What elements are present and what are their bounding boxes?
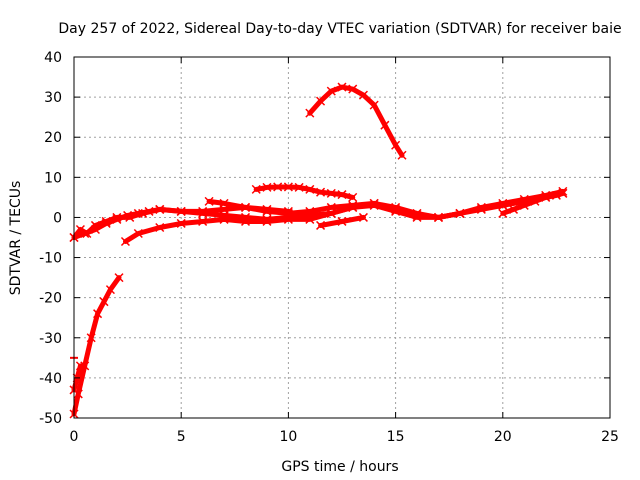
data-point: [337, 82, 347, 92]
data-point: [316, 220, 326, 230]
data-point: [391, 202, 401, 212]
data-point: [204, 196, 214, 206]
data-point: [262, 182, 272, 192]
y-tick-label: 40: [44, 50, 62, 66]
y-tick-label: -10: [39, 251, 62, 267]
data-point: [455, 208, 465, 218]
plot-border: [73, 56, 611, 419]
data-point: [391, 140, 401, 150]
y-tick-label: 0: [53, 210, 62, 226]
data-point: [348, 192, 358, 202]
data-point: [305, 206, 315, 216]
data-point: [219, 198, 229, 208]
data-series: [69, 82, 568, 419]
x-tick-label: 0: [70, 429, 79, 445]
y-tick-label: 30: [44, 90, 62, 106]
x-tick-label: 5: [177, 429, 186, 445]
data-point: [433, 212, 444, 222]
x-axis-title: GPS time / hours: [281, 459, 398, 475]
chart-title: Day 257 of 2022, Sidereal Day-to-day VTE…: [58, 21, 621, 37]
y-tick-label: 10: [44, 170, 62, 186]
data-point: [337, 190, 347, 200]
data-point: [120, 236, 130, 247]
data-point: [123, 210, 133, 220]
data-point: [114, 273, 124, 283]
data-point: [530, 196, 540, 206]
data-point: [90, 224, 100, 235]
data-point: [240, 202, 251, 212]
data-point: [262, 206, 272, 216]
data-point: [541, 192, 551, 202]
data-point: [133, 228, 143, 239]
data-point: [198, 206, 208, 216]
data-point: [80, 228, 90, 239]
data-point: [262, 216, 272, 226]
data-point: [101, 218, 111, 228]
data-point: [105, 285, 115, 295]
data-point: [508, 204, 519, 214]
data-point: [294, 182, 304, 192]
axes: 0 5 10 15 20 25 -50 -40 -30 -20 -10 0 10 20 30 40: [39, 50, 619, 445]
y-tick-label: -30: [39, 331, 62, 347]
data-point: [558, 188, 568, 198]
data-point: [112, 214, 122, 224]
data-point: [99, 297, 109, 307]
data-point: [144, 206, 154, 216]
data-point: [326, 202, 336, 212]
data-point: [305, 184, 315, 194]
data-point: [326, 188, 336, 198]
series-track-c: [123, 190, 566, 244]
data-point: [283, 208, 293, 218]
series-track-e: [253, 184, 356, 200]
data-point: [155, 204, 165, 214]
data-point: [326, 86, 336, 96]
y-tick-label: 20: [44, 130, 62, 146]
data-point: [380, 120, 390, 130]
data-point: [176, 206, 186, 216]
data-point: [219, 214, 229, 224]
data-point: [283, 182, 293, 192]
data-point: [348, 84, 358, 94]
data-point: [305, 214, 315, 224]
data-point: [519, 200, 529, 210]
series-track-f: [307, 84, 405, 158]
data-point: [348, 200, 358, 210]
data-point: [358, 212, 368, 222]
y-axis-title: SDTVAR / TECUs: [8, 181, 24, 296]
y-tick-label: -20: [39, 291, 62, 307]
data-point: [476, 204, 486, 214]
grid: [74, 57, 610, 418]
data-point: [93, 309, 103, 319]
data-point: [412, 208, 422, 218]
y-tick-label: -50: [39, 411, 62, 427]
x-tick-label: 25: [601, 429, 619, 445]
data-point: [551, 190, 561, 200]
data-point: [498, 208, 508, 218]
data-point: [133, 208, 143, 218]
y-tick-label: -40: [39, 371, 62, 387]
data-point: [316, 187, 326, 197]
data-point: [273, 182, 283, 192]
data-point: [498, 200, 508, 210]
data-point: [240, 216, 251, 226]
x-tick-label: 10: [279, 429, 297, 445]
data-point: [251, 184, 261, 194]
data-point: [337, 216, 347, 226]
data-point: [369, 100, 379, 110]
data-point: [397, 150, 407, 160]
data-point: [358, 90, 368, 100]
data-point: [198, 216, 208, 226]
data-point: [155, 222, 165, 233]
x-tick-label: 15: [387, 429, 405, 445]
data-point: [86, 333, 96, 343]
data-point: [176, 218, 186, 228]
data-point: [75, 361, 85, 371]
data-point: [369, 198, 379, 208]
data-point: [316, 96, 326, 106]
x-tick-label: 20: [494, 429, 512, 445]
data-point: [305, 108, 315, 118]
